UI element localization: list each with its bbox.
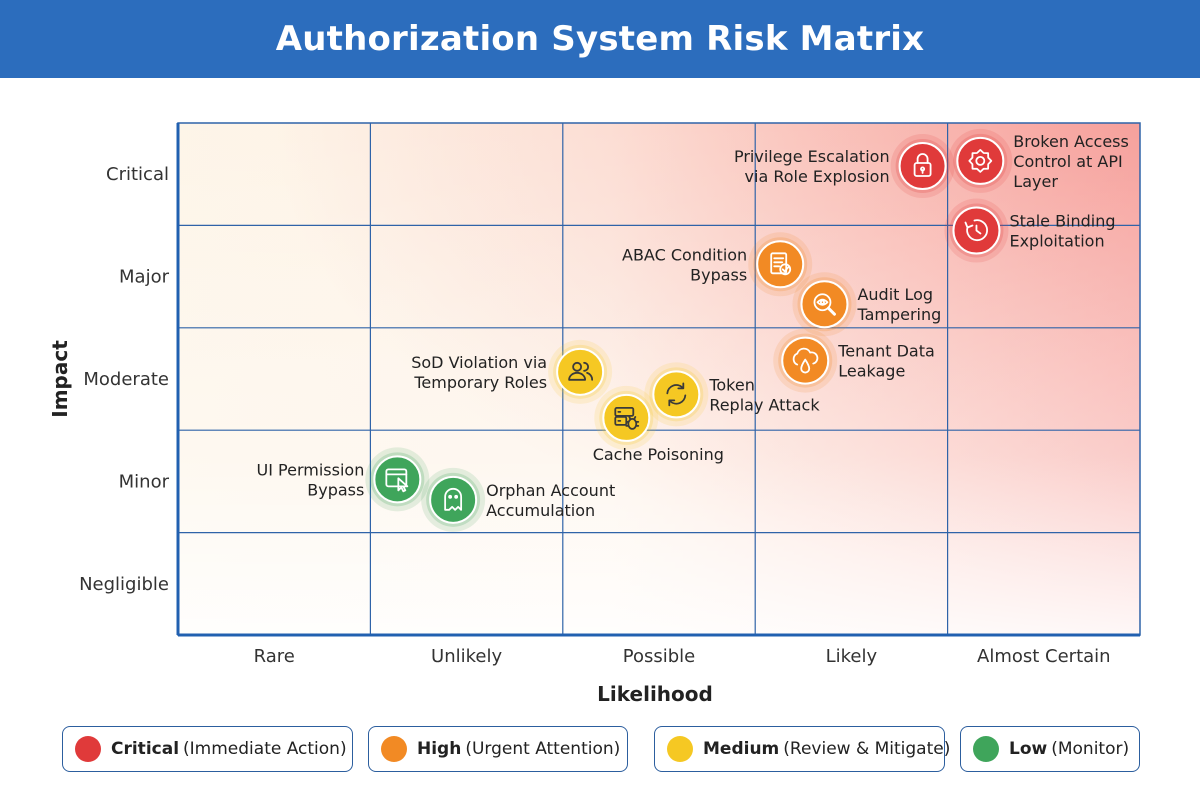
risk-point-dot [898,142,947,191]
risk-point-label: Orphan Account Accumulation [486,481,615,520]
risk-point: Cache Poisoning [593,385,724,464]
legend-swatch [667,736,693,762]
users-icon [568,361,594,381]
risk-point: UI Permission Bypass [257,447,430,512]
legend-swatch [75,736,101,762]
legend-level-description: (Review & Mitigate) [783,739,951,759]
lock-icon [913,153,932,177]
chart-title: Authorization System Risk Matrix [275,19,925,59]
risk-point: Orphan Account Accumulation [421,467,615,532]
risk-point-dot [652,370,701,419]
risk-point-label: UI Permission Bypass [257,460,365,499]
risk-point-label: Cache Poisoning [593,445,724,464]
risk-point: Token Replay Attack [644,362,820,427]
y-tick-label: Moderate [83,369,169,390]
risk-point: ABAC Condition Bypass [622,232,813,297]
risk-point-dot [429,475,478,524]
x-axis-label: Likelihood [597,682,713,706]
policy-doc-icon [770,252,792,276]
x-tick-label: Likely [826,646,878,667]
refresh-icon [666,382,687,407]
risk-point: Tenant Data Leakage [773,328,935,393]
x-tick-label: Almost Certain [977,646,1111,667]
risk-point-label: Audit Log Tampering [856,285,941,324]
risk-point: Broken Access Control at API Layer [948,128,1129,193]
risk-point-label: ABAC Condition Bypass [622,245,747,284]
legend-level-description: (Monitor) [1051,739,1130,759]
clock-icon [964,219,988,242]
title-bar: Authorization System Risk Matrix [0,0,1200,78]
x-tick-label: Unlikely [431,646,502,667]
risk-point-label: Privilege Escalation via Role Explosion [734,147,890,186]
risk-point-dot [956,136,1005,185]
cloud-leak-icon [792,347,819,374]
legend-level-description: (Immediate Action) [183,739,347,759]
risk-point-dot [756,240,805,289]
risk-point-label: Token Replay Attack [708,375,820,414]
legend-item-high: High (Urgent Attention) [368,726,628,772]
y-tick-label: Major [119,267,170,288]
risk-point: SoD Violation via Temporary Roles [411,339,613,404]
legend-swatch [973,736,999,762]
risk-point-label: Stale Binding Exploitation [1009,212,1115,251]
y-tick-label: Minor [119,471,170,492]
risk-point-label: SoD Violation via Temporary Roles [411,353,547,392]
browser-cursor-icon [385,468,409,493]
legend-item-critical: Critical (Immediate Action) [62,726,353,772]
legend-level-description: (Urgent Attention) [465,739,621,759]
risk-point-dot [373,455,422,504]
y-axis-label: Impact [48,340,72,418]
risk-point-dot [556,347,605,396]
x-tick-label: Possible [623,646,695,667]
risk-point-label: Tenant Data Leakage [837,342,935,381]
legend-level-label: Critical [111,739,180,759]
magnifier-eye-icon [813,293,836,316]
risk-point: Audit Log Tampering [792,272,941,337]
risk-point-label: Broken Access Control at API Layer [1013,132,1129,191]
legend-swatch [381,736,407,762]
gear-icon [968,148,993,173]
ghost-icon [444,488,463,511]
legend-level-label: Low [1009,739,1048,759]
legend-level-label: High [417,739,462,759]
legend-level-label: Medium [703,739,780,759]
legend-item-low: Low (Monitor) [960,726,1140,772]
server-bug-icon [614,407,640,430]
y-tick-label: Critical [106,164,169,185]
y-tick-label: Negligible [79,574,169,595]
risk-point: Stale Binding Exploitation [944,198,1116,263]
legend-item-medium: Medium (Review & Mitigate) [654,726,950,772]
risk-point: Privilege Escalation via Role Explosion [734,134,955,199]
x-tick-label: Rare [254,646,295,667]
